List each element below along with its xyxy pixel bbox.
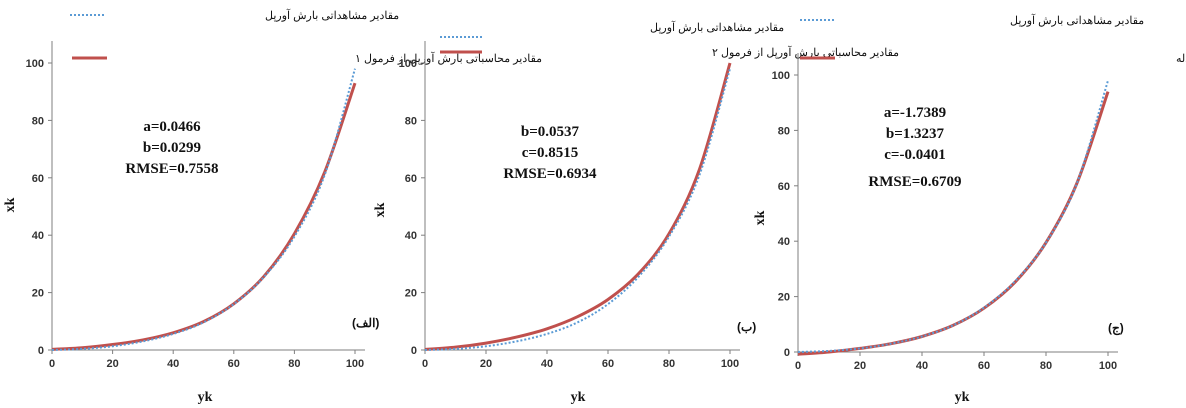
y-tick-label: 40	[32, 230, 44, 242]
y-tick-label: 0	[784, 347, 790, 359]
series-observed-line	[51, 68, 356, 351]
y-tick-label: 80	[32, 115, 44, 127]
axes: 0 20 40 60 80 100 0 20 40 60 80 100	[26, 41, 365, 370]
annotation-line-3: RMSE=0.7558	[125, 161, 218, 177]
annotation-line-2: c=0.8515	[522, 145, 578, 161]
y-axis-label: xk	[373, 202, 388, 217]
x-tick-label: 0	[795, 360, 801, 372]
x-tick-label: 100	[721, 358, 739, 370]
x-tick-label: 20	[854, 360, 866, 372]
legend-calculated-label: مقادیر محاسباتی بارش آورپل از فرمول ۲	[712, 46, 899, 59]
axes: 0 20 40 60 80 100 0 20 40 60 80 100	[772, 53, 1118, 372]
panel-label: (الف)	[352, 316, 379, 330]
x-tick-label: 40	[541, 358, 553, 370]
plot-area	[424, 62, 732, 351]
y-tick-label: 100	[772, 70, 790, 82]
legend-observed-label: مقادیر مشاهداتی بارش آورپل	[265, 9, 399, 22]
y-tick-label: 0	[411, 345, 417, 357]
x-tick-label: 60	[602, 358, 614, 370]
x-tick-label: 40	[167, 358, 179, 370]
x-tick-label: 20	[106, 358, 118, 370]
plot-area	[51, 68, 357, 351]
x-tick-label: 80	[288, 358, 300, 370]
x-tick-label: 80	[1040, 360, 1052, 372]
fit-annotation: a=0.0466 b=0.0299 RMSE=0.7558	[125, 119, 218, 177]
series-calculated-line	[797, 91, 1110, 356]
legend-observed-label: مقادیر مشاهداتی بارش آورپل	[650, 21, 784, 34]
y-tick-label: 40	[778, 236, 790, 248]
series-calculated-line	[424, 62, 732, 351]
x-tick-label: 100	[1099, 360, 1117, 372]
legend-observed-label: مقادیر مشاهداتی بارش آورپل	[1010, 14, 1144, 27]
y-tick-label: 60	[405, 173, 417, 185]
chart-panel-alef: مقادیر مشاهداتی بارش آورپل مقادیر محاسبا…	[3, 9, 542, 405]
x-tick-label: 100	[346, 358, 364, 370]
x-tick-label: 80	[663, 358, 675, 370]
annotation-line-3: RMSE=0.6934	[503, 166, 597, 182]
annotation-line-1: a=0.0466	[143, 119, 201, 135]
x-tick-label: 0	[422, 358, 428, 370]
plot-area	[797, 80, 1110, 356]
x-axis-label: yk	[571, 390, 586, 405]
annotation-line-2: b=1.3237	[886, 126, 945, 142]
y-tick-label: 80	[778, 125, 790, 137]
series-calculated-line	[51, 82, 357, 351]
y-axis-label: xk	[3, 197, 18, 212]
y-axis-label: xk	[753, 210, 768, 225]
legend-calculated-label: مقادیر محاسباتی بارش آورپل از فرمول ۱	[355, 52, 542, 65]
x-tick-label: 0	[49, 358, 55, 370]
fit-annotation: b=0.0537 c=0.8515 RMSE=0.6934	[503, 124, 597, 182]
fit-annotation: a=-1.7389 b=1.3237 c=-0.0401 RMSE=0.6709	[868, 105, 961, 190]
x-tick-label: 60	[978, 360, 990, 372]
panel-label: (ب)	[737, 320, 756, 334]
x-tick-label: 20	[480, 358, 492, 370]
axes: 0 20 40 60 80 100 0 20 40 60 80 100	[399, 41, 740, 370]
annotation-line-1: a=-1.7389	[884, 105, 946, 121]
panel-label: (ج)	[1108, 321, 1124, 336]
annotation-line-4: RMSE=0.6709	[868, 174, 961, 190]
y-tick-label: 20	[778, 292, 790, 304]
annotation-line-1: b=0.0537	[521, 124, 580, 140]
series-observed-line	[424, 68, 731, 351]
y-tick-label: 100	[26, 58, 44, 70]
legend: مقادیر مشاهداتی بارش آورپل مقادیر محاسبا…	[440, 21, 899, 59]
legend: مقادیر مشاهداتی بارش آورپل مقادیر محاسبا…	[70, 9, 542, 65]
y-tick-label: 20	[32, 288, 44, 300]
y-tick-label: 80	[405, 115, 417, 127]
y-tick-label: 60	[778, 181, 790, 193]
x-axis-label: yk	[955, 390, 970, 405]
y-tick-label: 40	[405, 230, 417, 242]
y-tick-label: 20	[405, 288, 417, 300]
annotation-line-3: c=-0.0401	[884, 147, 945, 163]
chart-panel-jim: مقادیر مشاهداتی بارش آورپل Exponential A…	[753, 14, 1186, 405]
x-tick-label: 40	[916, 360, 928, 372]
x-tick-label: 60	[228, 358, 240, 370]
x-axis-label: yk	[198, 390, 213, 405]
legend: مقادیر مشاهداتی بارش آورپل Exponential A…	[800, 14, 1186, 65]
y-tick-label: 60	[32, 173, 44, 185]
y-tick-label: 0	[38, 345, 44, 357]
chart-panel-be: مقادیر مشاهداتی بارش آورپل مقادیر محاسبا…	[373, 21, 899, 405]
y-tick-label: 100	[399, 58, 417, 70]
legend-calculated-label: Exponential Association(3) مقادیر محاسبا…	[1176, 52, 1186, 65]
annotation-line-2: b=0.0299	[143, 140, 201, 156]
